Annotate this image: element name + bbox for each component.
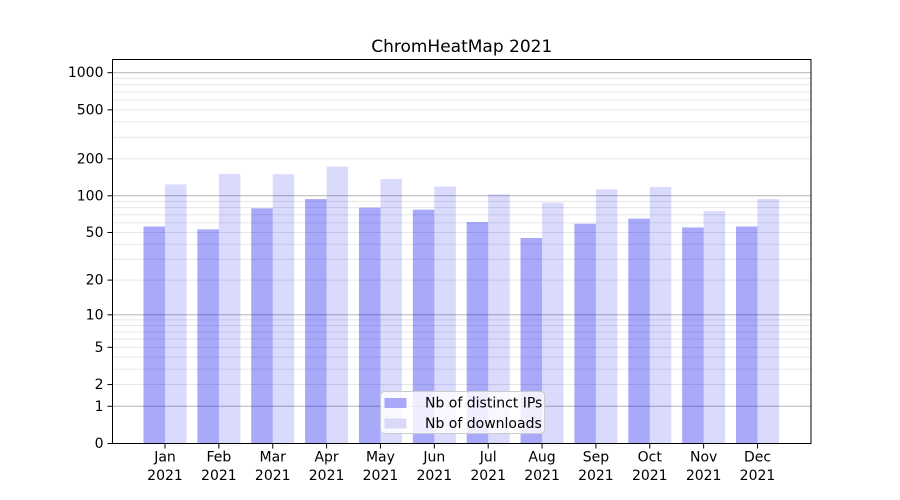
legend-swatch-downloads bbox=[384, 418, 407, 429]
bar-jun-2021-downloads bbox=[434, 186, 456, 444]
plot-border bbox=[112, 59, 812, 444]
bar-feb-2021-downloads bbox=[218, 173, 241, 444]
x-tick-label-month: Apr bbox=[314, 450, 338, 466]
x-tick-label-year: 2021 bbox=[632, 468, 668, 484]
x-tick-label-month: Jul bbox=[479, 450, 497, 466]
y-tick-label: 50 bbox=[86, 225, 104, 241]
x-tick-label-month: May bbox=[366, 450, 395, 466]
y-tick-label: 10 bbox=[86, 307, 104, 323]
bar-aug-2021-downloads bbox=[542, 202, 564, 444]
x-tick-label-year: 2021 bbox=[147, 468, 183, 484]
x-tick-label-year: 2021 bbox=[363, 468, 399, 484]
bar-sep-2021-downloads bbox=[595, 189, 618, 444]
bar-feb-2021-distinct-ips bbox=[197, 229, 219, 444]
bar-may-2021-distinct-ips bbox=[358, 207, 381, 444]
bar-nov-2021-distinct-ips bbox=[682, 227, 704, 444]
y-tick-label: 5 bbox=[95, 340, 104, 356]
bar-mar-2021-downloads bbox=[272, 174, 295, 444]
x-tick-label-year: 2021 bbox=[201, 468, 237, 484]
legend-box bbox=[380, 391, 545, 434]
y-tick-label: 0 bbox=[95, 436, 104, 452]
legend-label-downloads: Nb of downloads bbox=[425, 416, 542, 432]
legend-label-distinct-ips: Nb of distinct IPs bbox=[425, 396, 542, 412]
x-tick-label-year: 2021 bbox=[255, 468, 291, 484]
x-tick-label-month: Oct bbox=[638, 450, 663, 466]
bar-nov-2021-downloads bbox=[703, 211, 726, 444]
x-tick-label-year: 2021 bbox=[524, 468, 560, 484]
bar-jun-2021-distinct-ips bbox=[412, 209, 435, 444]
y-tick-label: 1 bbox=[95, 399, 104, 415]
bar-oct-2021-downloads bbox=[649, 186, 672, 444]
x-axis-ticks: Jan 2021 Feb 2021 Mar 2021 Apr 2021 May 2021 Jun 20… bbox=[147, 443, 776, 484]
bar-sep-2021-distinct-ips bbox=[574, 223, 596, 444]
bar-apr-2021-downloads bbox=[326, 166, 349, 444]
x-tick-label-year: 2021 bbox=[578, 468, 614, 484]
y-tick-label: 500 bbox=[77, 102, 104, 118]
y-tick-label: 1000 bbox=[68, 65, 104, 81]
x-tick-label-month: Feb bbox=[206, 450, 231, 466]
legend-swatch-distinct-ips bbox=[384, 398, 407, 408]
y-tick-label: 20 bbox=[86, 273, 104, 289]
x-tick-label-year: 2021 bbox=[740, 468, 776, 484]
bar-oct-2021-distinct-ips bbox=[628, 218, 650, 444]
bar-jul-2021-distinct-ips bbox=[466, 221, 489, 444]
bar-jan-2021-downloads bbox=[165, 184, 187, 444]
x-tick-label-month: Jan bbox=[153, 450, 176, 466]
x-tick-label-month: Dec bbox=[744, 450, 771, 466]
chart-title: ChromHeatMap 2021 bbox=[371, 37, 552, 57]
bar-dec-2021-downloads bbox=[757, 199, 779, 444]
bar-may-2021-downloads bbox=[380, 179, 402, 444]
x-tick-label-month: Nov bbox=[690, 450, 717, 466]
bar-jul-2021-downloads bbox=[488, 194, 510, 444]
legend: Nb of distinct IPs Nb of downloads bbox=[380, 391, 545, 434]
bar-groups bbox=[143, 166, 779, 444]
bar-apr-2021-distinct-ips bbox=[305, 199, 327, 444]
y-tick-label: 100 bbox=[77, 188, 104, 204]
y-axis-ticks: 0 1 2 5 10 20 50 100 200 500 1000 bbox=[68, 65, 113, 452]
x-tick-label-year: 2021 bbox=[416, 468, 452, 484]
x-tick-label-year: 2021 bbox=[686, 468, 722, 484]
x-tick-label-year: 2021 bbox=[470, 468, 506, 484]
y-tick-label: 200 bbox=[77, 151, 104, 167]
x-tick-label-month: Aug bbox=[528, 450, 555, 466]
x-tick-label-month: Mar bbox=[260, 450, 287, 466]
x-tick-label-month: Jun bbox=[422, 450, 445, 466]
x-tick-label-year: 2021 bbox=[309, 468, 345, 484]
x-tick-label-month: Sep bbox=[583, 450, 610, 466]
bar-mar-2021-distinct-ips bbox=[251, 208, 273, 444]
y-tick-label: 2 bbox=[95, 377, 104, 393]
bar-dec-2021-distinct-ips bbox=[736, 226, 758, 444]
bar-jan-2021-distinct-ips bbox=[143, 226, 165, 444]
